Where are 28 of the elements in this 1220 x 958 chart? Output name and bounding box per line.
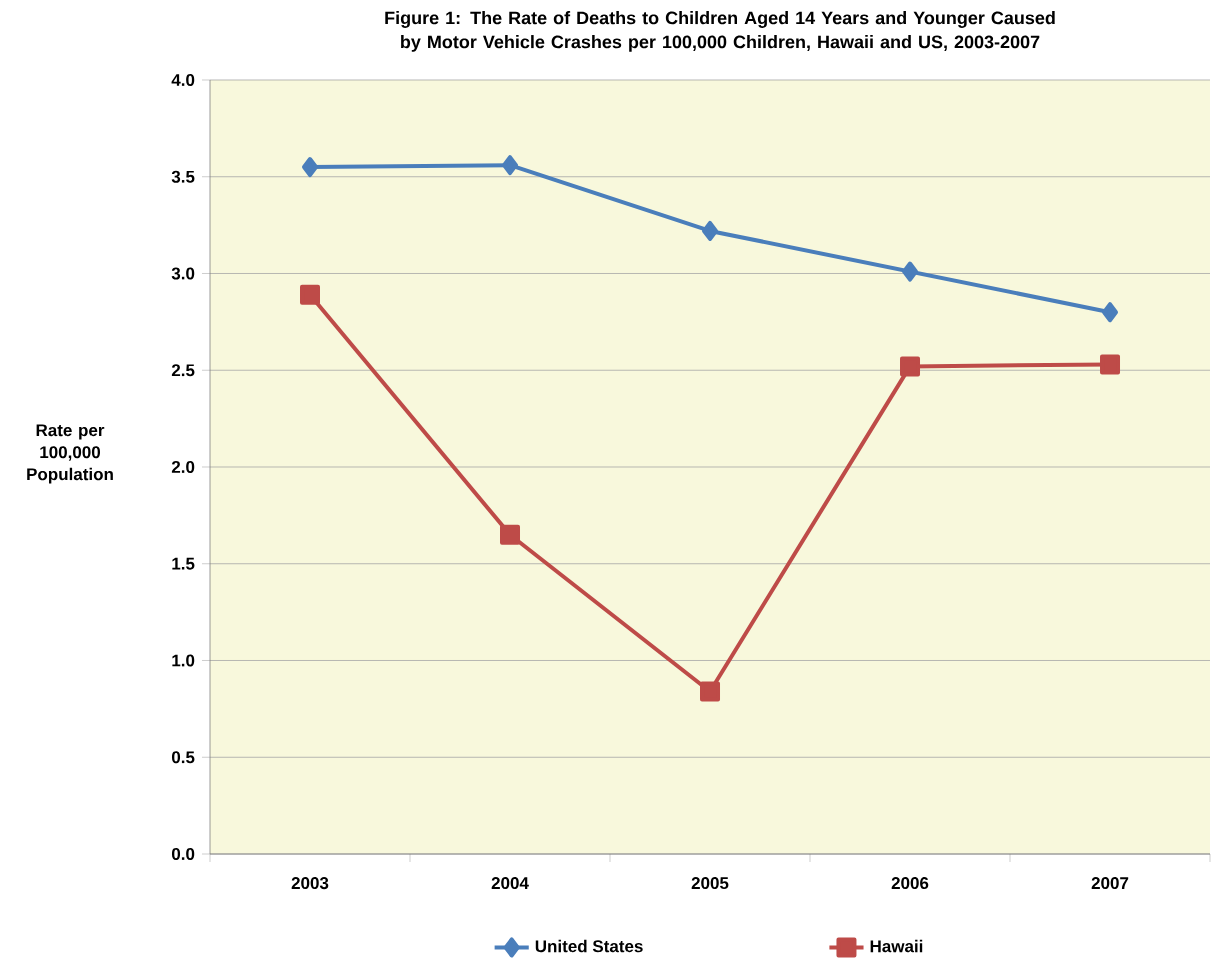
y-tick-label: 4.0 xyxy=(171,73,195,86)
y-axis-title: Rate per 100,000 Population xyxy=(27,424,113,484)
point xyxy=(902,261,919,282)
y-tick-label: 0.0 xyxy=(171,848,195,861)
chart-title: Figure 1: The Rate of Deaths to Children Aged 14 Years and Younger Caused by Motor Vehicle Crashes per 100,000 Children, Hawaii and US, 2003-2007 xyxy=(385,11,1055,52)
point xyxy=(900,356,921,377)
x-tick-label: 2004 xyxy=(491,877,529,890)
y-tick-label: 3.5 xyxy=(171,170,195,183)
point xyxy=(702,220,719,241)
legend-label: United States xyxy=(535,939,643,953)
point xyxy=(500,524,521,545)
point xyxy=(502,155,519,176)
y-tick-label: 1.0 xyxy=(172,654,195,667)
point xyxy=(302,157,318,178)
y-tick-label: 3.0 xyxy=(171,267,195,280)
y-tick-label: 1.5 xyxy=(172,557,195,570)
point xyxy=(300,284,320,305)
point xyxy=(1102,302,1119,323)
x-tick-label: 2007 xyxy=(1091,877,1129,890)
x-tick-label: 2006 xyxy=(891,877,929,890)
y-tick-label: 2.0 xyxy=(171,460,195,474)
y-tick-label: 0.5 xyxy=(171,751,195,764)
y-tick-label: 2.5 xyxy=(171,364,195,377)
legend-label: Hawaii xyxy=(870,939,923,953)
x-tick-label: 2005 xyxy=(691,877,729,890)
point xyxy=(700,681,721,702)
x-tick-label: 2003 xyxy=(291,877,329,890)
point xyxy=(1100,354,1121,375)
